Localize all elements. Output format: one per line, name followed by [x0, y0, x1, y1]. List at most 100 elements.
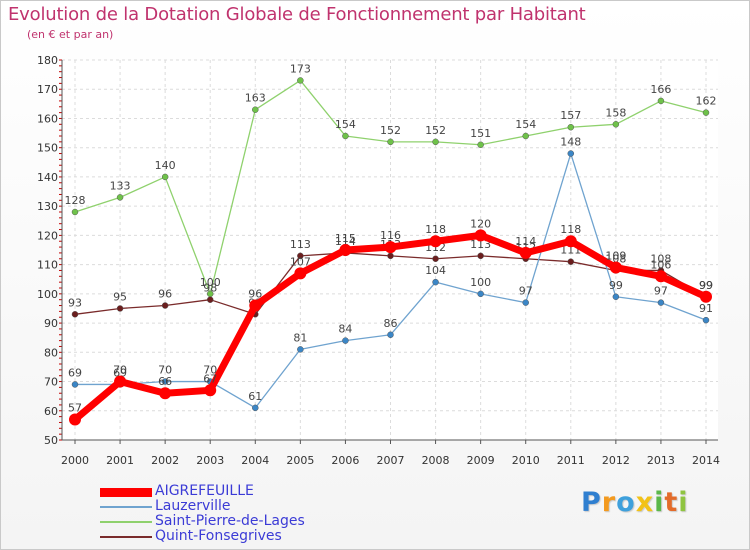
data-label: 133: [110, 179, 131, 192]
data-label: 114: [335, 235, 356, 248]
legend-label: AIGREFEUILLE: [155, 483, 254, 499]
data-label: 154: [515, 118, 536, 131]
data-label: 100: [470, 276, 491, 289]
data-point: [159, 387, 172, 400]
data-point: [339, 244, 352, 256]
data-label: 97: [654, 285, 668, 298]
data-label: 67: [203, 372, 217, 385]
data-point: [567, 258, 575, 265]
y-tick-label: 160: [37, 112, 58, 125]
data-point: [654, 270, 667, 283]
data-point: [387, 138, 394, 146]
x-tick-label: 2013: [647, 454, 675, 467]
data-label: 99: [699, 279, 713, 292]
data-label: 108: [650, 252, 671, 265]
legend-swatch: [100, 536, 152, 538]
data-label: 99: [609, 279, 623, 292]
x-tick-label: 2008: [422, 454, 450, 467]
logo-letter: o: [616, 487, 636, 518]
data-label: 166: [650, 83, 671, 96]
y-tick-label: 130: [37, 200, 58, 213]
data-label: 116: [380, 229, 401, 242]
legend-label: Quint-Fonsegrives: [155, 528, 282, 544]
y-tick-label: 70: [44, 376, 58, 389]
data-label: 157: [560, 109, 581, 122]
data-label: 107: [290, 255, 311, 268]
x-tick-label: 2006: [331, 454, 359, 467]
x-tick-label: 2012: [602, 454, 630, 467]
data-point: [294, 267, 307, 280]
data-point: [700, 290, 712, 303]
legend-swatch: [100, 506, 152, 508]
data-point: [657, 299, 665, 306]
x-tick-label: 2005: [286, 454, 314, 467]
x-tick-label: 2007: [377, 454, 405, 467]
data-point: [477, 252, 484, 260]
data-point: [477, 141, 484, 149]
y-tick-label: 150: [37, 142, 58, 155]
data-point: [71, 381, 79, 388]
data-point: [114, 375, 127, 388]
data-label: 69: [113, 366, 127, 379]
data-label: 57: [68, 402, 82, 415]
data-point: [249, 299, 262, 312]
data-label: 69: [68, 366, 82, 379]
y-tick-label: 60: [44, 405, 58, 418]
data-label: 100: [200, 276, 221, 289]
x-tick-label: 2010: [512, 454, 540, 467]
data-label: 152: [380, 124, 401, 137]
data-label: 106: [650, 258, 671, 271]
data-label: 113: [290, 238, 311, 251]
data-point: [519, 246, 532, 259]
data-point: [522, 299, 529, 306]
data-point: [161, 173, 169, 181]
data-point: [161, 302, 169, 309]
data-point: [567, 123, 575, 131]
data-label: 61: [248, 390, 262, 403]
data-label: 98: [203, 282, 217, 295]
logo-letter: i: [654, 487, 665, 518]
y-tick-label: 180: [37, 54, 58, 67]
data-label: 70: [113, 364, 127, 377]
data-label: 120: [470, 217, 491, 230]
data-point: [252, 106, 259, 113]
legend-swatch: [100, 487, 152, 497]
legend-label: Lauzerville: [155, 498, 231, 514]
data-point: [384, 241, 397, 254]
data-label: 96: [158, 288, 172, 301]
legend-swatch: [100, 521, 152, 523]
logo-letter: r: [601, 487, 617, 518]
data-point: [702, 316, 710, 324]
data-label: 151: [470, 127, 491, 140]
data-label: 96: [248, 288, 262, 301]
data-point: [432, 138, 439, 146]
data-label: 148: [560, 136, 581, 149]
data-point: [71, 311, 79, 318]
data-point: [297, 77, 304, 84]
data-label: 91: [699, 302, 713, 315]
x-tick-label: 2004: [241, 454, 269, 467]
x-tick-label: 2001: [106, 454, 134, 467]
data-label: 95: [113, 290, 127, 303]
x-tick-label: 2011: [557, 454, 585, 467]
legend-label: Saint-Pierre-de-Lages: [155, 513, 305, 529]
data-point: [432, 278, 439, 286]
data-point: [342, 132, 349, 140]
data-point: [297, 346, 304, 353]
data-label: 154: [335, 118, 356, 131]
data-point: [609, 261, 622, 274]
data-label: 152: [425, 124, 446, 137]
chart-title: Evolution de la Dotation Globale de Fonc…: [8, 4, 586, 25]
data-point: [71, 208, 79, 216]
data-label: 114: [515, 235, 536, 248]
data-point: [612, 293, 620, 301]
data-label: 140: [155, 159, 176, 172]
data-point: [204, 384, 217, 397]
data-point: [474, 229, 487, 242]
y-tick-label: 80: [44, 346, 58, 359]
data-label: 163: [245, 92, 266, 105]
data-label: 162: [696, 95, 717, 108]
data-point: [342, 337, 349, 344]
y-tick-label: 170: [37, 83, 58, 96]
